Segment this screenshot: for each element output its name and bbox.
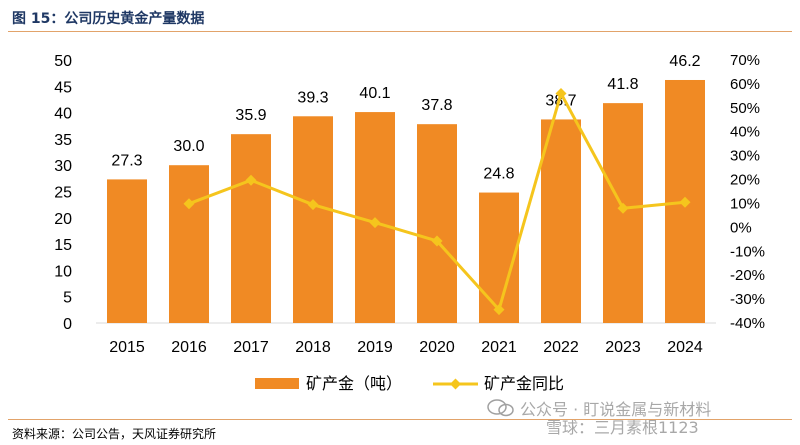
source-note: 资料来源：公司公告，天风证券研究所 xyxy=(12,427,217,441)
yoy-point-2023 xyxy=(617,202,629,214)
line-series xyxy=(183,87,691,316)
bar-2016 xyxy=(169,165,209,323)
bar-label-2021: 24.8 xyxy=(483,166,514,183)
right-y-tick-labels: -40% -30% -20% -10% 0% 10% 20% 30% 40% 50% 60% 70% xyxy=(730,52,765,332)
bar-label-2015: 27.3 xyxy=(111,152,142,169)
y-right-tick--20%: -20% xyxy=(730,267,765,284)
y-left-tick-35: 35 xyxy=(54,132,72,149)
yoy-point-2016 xyxy=(183,198,195,210)
y-left-tick-10: 10 xyxy=(54,263,72,280)
x-tick-2021: 2021 xyxy=(481,339,517,356)
bar-2022 xyxy=(541,119,581,323)
y-right-tick-40%: 40% xyxy=(730,124,760,141)
yoy-point-2020 xyxy=(431,235,443,247)
x-tick-2020: 2020 xyxy=(419,339,455,356)
x-tick-2016: 2016 xyxy=(171,339,207,356)
figure-title: 图 15：公司历史黄金产量数据 xyxy=(12,11,205,27)
bar-label-2023: 41.8 xyxy=(607,76,638,93)
bar-data-labels: 27.330.035.939.3 40.137.824.838.741.846.2 xyxy=(111,53,700,183)
chart-legend: 矿产金（吨） 矿产金同比 xyxy=(255,375,564,393)
yoy-point-2024 xyxy=(679,196,691,208)
x-tick-labels: 2015 2016 2017 2018 2019 2020 2021 2022 2023 2024 xyxy=(109,339,703,356)
x-tick-2019: 2019 xyxy=(357,339,393,356)
bottom-rule xyxy=(8,419,792,420)
bar-label-2018: 39.3 xyxy=(297,89,328,106)
y-left-tick-50: 50 xyxy=(54,53,72,70)
bar-2017 xyxy=(231,134,271,323)
yoy-point-2022 xyxy=(555,87,567,99)
yoy-point-2018 xyxy=(307,199,319,211)
y-right-tick-70%: 70% xyxy=(730,52,760,69)
y-left-tick-20: 20 xyxy=(54,211,72,228)
y-left-tick-30: 30 xyxy=(54,158,72,175)
bar-2020 xyxy=(417,124,457,323)
y-right-tick--30%: -30% xyxy=(730,291,765,308)
x-tick-2017: 2017 xyxy=(233,339,269,356)
yoy-point-2019 xyxy=(369,217,381,229)
y-left-tick-5: 5 xyxy=(63,290,72,307)
yoy-point-2021 xyxy=(493,304,505,316)
y-right-tick--10%: -10% xyxy=(730,243,765,260)
y-right-tick-20%: 20% xyxy=(730,172,760,189)
yoy-point-2017 xyxy=(245,174,257,186)
y-right-tick-50%: 50% xyxy=(730,100,760,117)
x-tick-2018: 2018 xyxy=(295,339,331,356)
x-tick-2024: 2024 xyxy=(667,339,703,356)
y-right-tick-30%: 30% xyxy=(730,148,760,165)
legend-swatch-bar xyxy=(255,378,299,389)
wechat-icon xyxy=(487,399,514,417)
x-tick-2023: 2023 xyxy=(605,339,641,356)
y-left-tick-15: 15 xyxy=(54,237,72,254)
bar-label-2020: 37.8 xyxy=(421,97,452,114)
y-right-tick-10%: 10% xyxy=(730,195,760,212)
y-left-tick-40: 40 xyxy=(54,106,72,123)
x-tick-2015: 2015 xyxy=(109,339,145,356)
y-left-tick-0: 0 xyxy=(63,316,72,333)
y-left-tick-25: 25 xyxy=(54,185,72,202)
bar-label-2024: 46.2 xyxy=(669,53,700,70)
x-tick-2022: 2022 xyxy=(543,339,579,356)
y-right-tick-60%: 60% xyxy=(730,76,760,93)
legend-swatch-marker xyxy=(450,378,461,390)
legend-label-bar: 矿产金（吨） xyxy=(306,375,402,393)
watermark-line-1: 公众号 · 盯说金属与新材料 xyxy=(520,400,712,419)
left-y-tick-labels: 0 5 10 15 20 25 30 35 40 45 50 xyxy=(54,53,72,333)
bar-2018 xyxy=(293,116,333,323)
legend-label-line: 矿产金同比 xyxy=(484,375,564,393)
y-left-tick-45: 45 xyxy=(54,79,72,96)
bar-2015 xyxy=(107,179,147,323)
bar-label-2016: 30.0 xyxy=(173,138,204,155)
bar-series xyxy=(107,79,705,323)
watermark-line-2: 雪球：三月素根1123 xyxy=(546,418,699,437)
bar-label-2019: 40.1 xyxy=(359,85,390,102)
y-right-tick-0%: 0% xyxy=(730,219,752,236)
bar-label-2017: 35.9 xyxy=(235,107,266,124)
y-right-tick--40%: -40% xyxy=(730,315,765,332)
title-rule xyxy=(8,31,792,32)
